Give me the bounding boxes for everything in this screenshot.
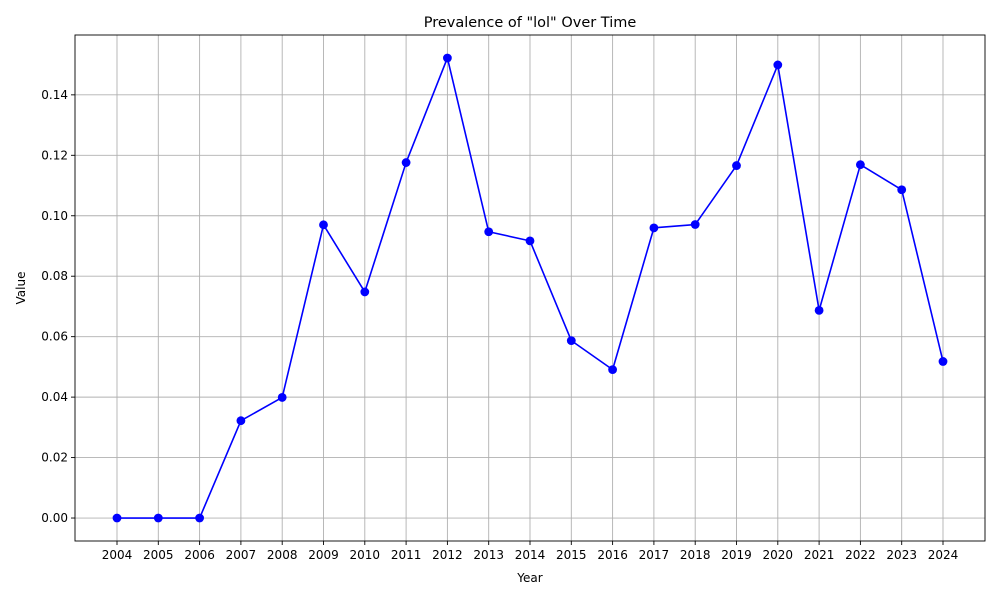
data-point xyxy=(773,60,783,70)
x-tick-label: 2019 xyxy=(721,548,752,562)
x-tick-label: 2006 xyxy=(184,548,215,562)
data-point xyxy=(649,223,659,233)
x-tick-label: 2009 xyxy=(308,548,339,562)
x-tick-label: 2008 xyxy=(267,548,298,562)
chart-title: Prevalence of "lol" Over Time xyxy=(424,15,637,31)
data-point xyxy=(112,513,122,523)
data-point xyxy=(443,53,452,63)
data-point xyxy=(484,227,494,237)
series-layer xyxy=(112,53,948,523)
data-point xyxy=(732,161,741,170)
x-tick-label: 2011 xyxy=(391,548,422,562)
data-point xyxy=(319,220,328,230)
data-point xyxy=(856,160,865,170)
x-tick-label: 2010 xyxy=(350,548,381,562)
y-tick-label: 0.04 xyxy=(41,390,68,404)
y-tick-label: 0.02 xyxy=(41,451,68,465)
data-point xyxy=(277,393,287,402)
y-tick-label: 0.12 xyxy=(41,148,68,162)
data-point xyxy=(566,336,576,345)
x-tick-label: 2016 xyxy=(597,548,628,562)
x-tick-label: 2021 xyxy=(804,548,835,562)
data-point xyxy=(360,287,370,297)
x-tick-label: 2005 xyxy=(143,548,174,562)
x-tick-label: 2013 xyxy=(473,548,504,562)
x-tick-label: 2012 xyxy=(432,548,463,562)
axis-ticks: 2004 2005 2006 2007 2008 2009 2010 2011 2012 2013… xyxy=(41,88,958,562)
y-tick-label: 0.00 xyxy=(41,511,68,525)
data-point xyxy=(401,158,411,167)
x-tick-label: 2018 xyxy=(680,548,711,562)
x-tick-label: 2014 xyxy=(515,548,546,562)
x-tick-label: 2007 xyxy=(226,548,257,562)
data-point xyxy=(814,305,824,315)
x-tick-label: 2020 xyxy=(763,548,794,562)
data-point xyxy=(525,236,535,246)
data-point xyxy=(195,513,205,523)
plot-frame xyxy=(74,34,986,542)
x-tick-label: 2004 xyxy=(102,548,133,562)
data-point xyxy=(608,365,617,375)
y-tick-label: 0.10 xyxy=(41,209,68,223)
x-tick-label: 2017 xyxy=(639,548,670,562)
data-point xyxy=(938,357,948,366)
x-axis-label: Year xyxy=(516,571,542,585)
data-point xyxy=(897,185,907,195)
data-point xyxy=(690,220,700,229)
data-point xyxy=(153,513,163,523)
x-tick-label: 2024 xyxy=(928,548,959,562)
x-tick-label: 2023 xyxy=(886,548,917,562)
x-tick-label: 2022 xyxy=(845,548,876,562)
y-axis-label: Value xyxy=(14,272,28,305)
data-point xyxy=(236,416,246,426)
y-tick-label: 0.06 xyxy=(41,330,68,344)
y-tick-label: 0.08 xyxy=(41,269,68,283)
grid xyxy=(75,35,985,541)
y-tick-label: 0.14 xyxy=(41,88,68,102)
x-tick-label: 2015 xyxy=(556,548,587,562)
